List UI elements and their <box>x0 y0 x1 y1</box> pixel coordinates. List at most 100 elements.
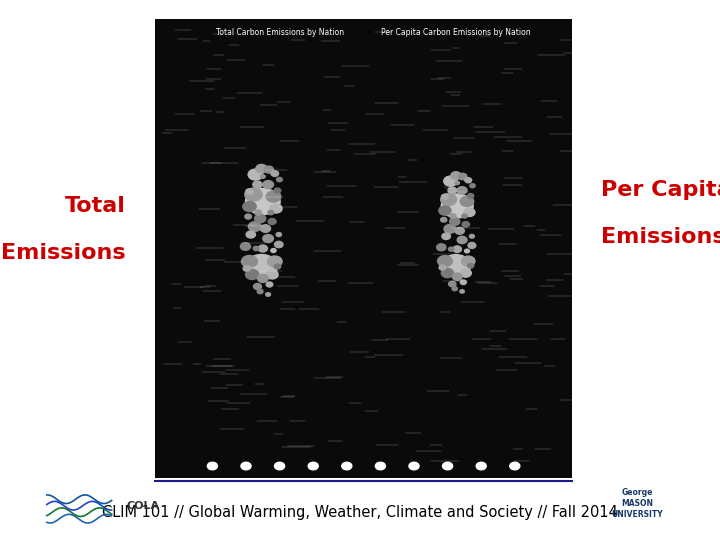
Circle shape <box>246 254 277 279</box>
Circle shape <box>246 269 258 280</box>
Circle shape <box>448 187 456 193</box>
Circle shape <box>267 256 282 267</box>
Circle shape <box>467 264 474 268</box>
Text: Total: Total <box>65 196 126 216</box>
Text: CLIM 101 // Global Warming, Weather, Climate and Society // Fall 2014: CLIM 101 // Global Warming, Weather, Cli… <box>102 504 618 519</box>
Circle shape <box>449 247 454 251</box>
Circle shape <box>255 214 266 222</box>
Circle shape <box>449 281 456 287</box>
Circle shape <box>444 225 456 233</box>
Circle shape <box>271 248 276 253</box>
Circle shape <box>441 255 471 276</box>
Circle shape <box>266 270 278 279</box>
Circle shape <box>276 177 282 182</box>
Circle shape <box>441 268 454 278</box>
Circle shape <box>510 462 520 470</box>
Circle shape <box>462 221 469 227</box>
Circle shape <box>274 462 284 470</box>
Circle shape <box>460 280 467 285</box>
Circle shape <box>253 246 259 251</box>
Circle shape <box>441 193 456 206</box>
Circle shape <box>258 274 268 282</box>
Circle shape <box>436 244 446 251</box>
Circle shape <box>439 265 446 270</box>
Circle shape <box>464 249 469 253</box>
Circle shape <box>263 234 274 242</box>
Circle shape <box>451 172 461 179</box>
Circle shape <box>207 462 217 470</box>
Circle shape <box>467 193 474 198</box>
Circle shape <box>375 462 385 470</box>
Circle shape <box>438 255 452 267</box>
Text: Emissions: Emissions <box>1 243 126 263</box>
Circle shape <box>308 462 318 470</box>
Circle shape <box>246 231 256 238</box>
Circle shape <box>452 287 457 291</box>
Circle shape <box>274 241 283 248</box>
Circle shape <box>261 225 271 232</box>
Circle shape <box>266 282 273 287</box>
Circle shape <box>266 191 281 202</box>
Circle shape <box>459 173 467 180</box>
Circle shape <box>452 273 462 280</box>
Circle shape <box>476 462 486 470</box>
Circle shape <box>270 204 282 213</box>
Circle shape <box>457 237 467 244</box>
Circle shape <box>438 206 451 215</box>
Circle shape <box>462 256 475 266</box>
Circle shape <box>264 166 274 173</box>
Circle shape <box>470 184 475 188</box>
Circle shape <box>240 242 251 251</box>
Circle shape <box>441 194 473 218</box>
Circle shape <box>274 188 281 193</box>
Bar <box>155 19 572 478</box>
Circle shape <box>253 181 262 188</box>
Text: Per Capita: Per Capita <box>601 180 720 200</box>
Circle shape <box>465 178 472 183</box>
Circle shape <box>258 245 267 252</box>
Circle shape <box>455 181 459 185</box>
Text: Emissions: Emissions <box>601 227 720 247</box>
Circle shape <box>257 289 263 294</box>
Circle shape <box>409 462 419 470</box>
Circle shape <box>276 233 282 237</box>
Circle shape <box>342 462 352 470</box>
Text: George
MASON
UNIVERSITY: George MASON UNIVERSITY <box>611 488 663 519</box>
Circle shape <box>243 266 251 271</box>
Circle shape <box>460 197 474 206</box>
Circle shape <box>263 180 274 188</box>
Circle shape <box>261 175 265 178</box>
Circle shape <box>464 208 475 217</box>
Text: COLA: COLA <box>126 501 159 511</box>
Circle shape <box>460 290 464 293</box>
Circle shape <box>245 214 251 219</box>
Circle shape <box>444 176 457 186</box>
Circle shape <box>253 284 261 289</box>
Circle shape <box>246 188 280 214</box>
Circle shape <box>256 164 267 173</box>
Circle shape <box>460 269 472 277</box>
Circle shape <box>245 188 262 201</box>
Circle shape <box>241 255 258 267</box>
Circle shape <box>455 227 464 234</box>
Circle shape <box>453 246 462 252</box>
Circle shape <box>462 214 467 218</box>
Circle shape <box>441 218 447 222</box>
Circle shape <box>468 242 476 248</box>
Circle shape <box>457 187 467 194</box>
Text: Per Capita Carbon Emissions by Nation: Per Capita Carbon Emissions by Nation <box>381 28 531 37</box>
Circle shape <box>271 171 279 177</box>
Text: Total Carbon Emissions by Nation: Total Carbon Emissions by Nation <box>216 28 344 37</box>
Circle shape <box>450 214 456 218</box>
Circle shape <box>255 210 261 215</box>
Circle shape <box>449 218 460 225</box>
Circle shape <box>443 462 453 470</box>
Circle shape <box>243 201 256 212</box>
Circle shape <box>469 234 474 238</box>
Circle shape <box>268 211 274 215</box>
Circle shape <box>441 194 449 199</box>
Circle shape <box>266 293 271 296</box>
Circle shape <box>248 222 261 231</box>
Circle shape <box>241 462 251 470</box>
Circle shape <box>248 169 263 180</box>
